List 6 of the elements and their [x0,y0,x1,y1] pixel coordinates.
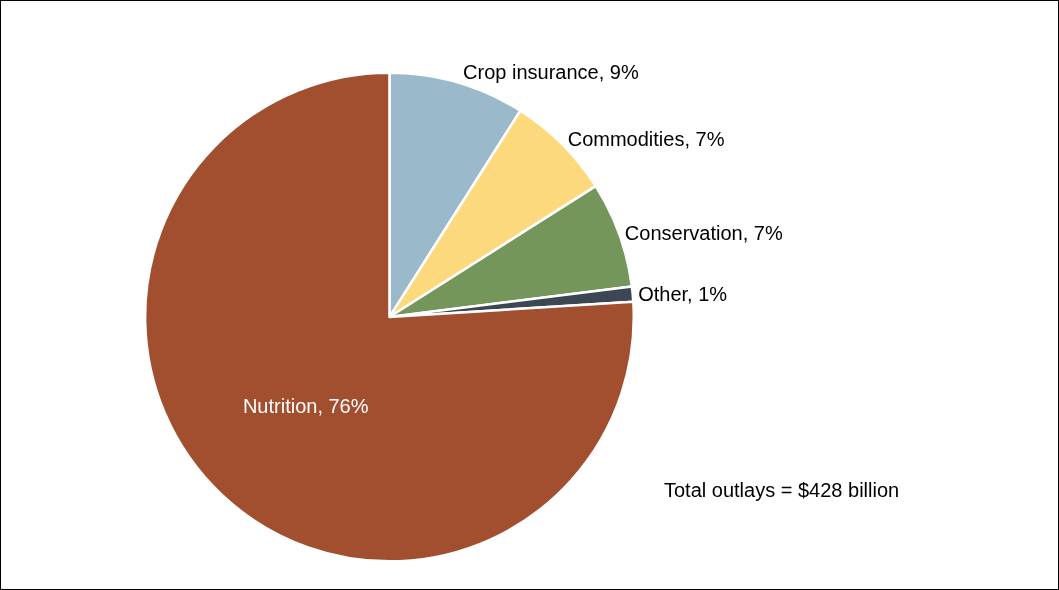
slice-label: Nutrition, 76% [242,395,369,418]
slice-label: Conservation, 7% [624,222,783,245]
slice-label: Crop insurance, 9% [463,61,639,84]
slice-label: Commodities, 7% [567,127,725,150]
text: Total outlays = $428 billion [664,479,900,501]
slice-label: Other, 1% [638,282,728,305]
